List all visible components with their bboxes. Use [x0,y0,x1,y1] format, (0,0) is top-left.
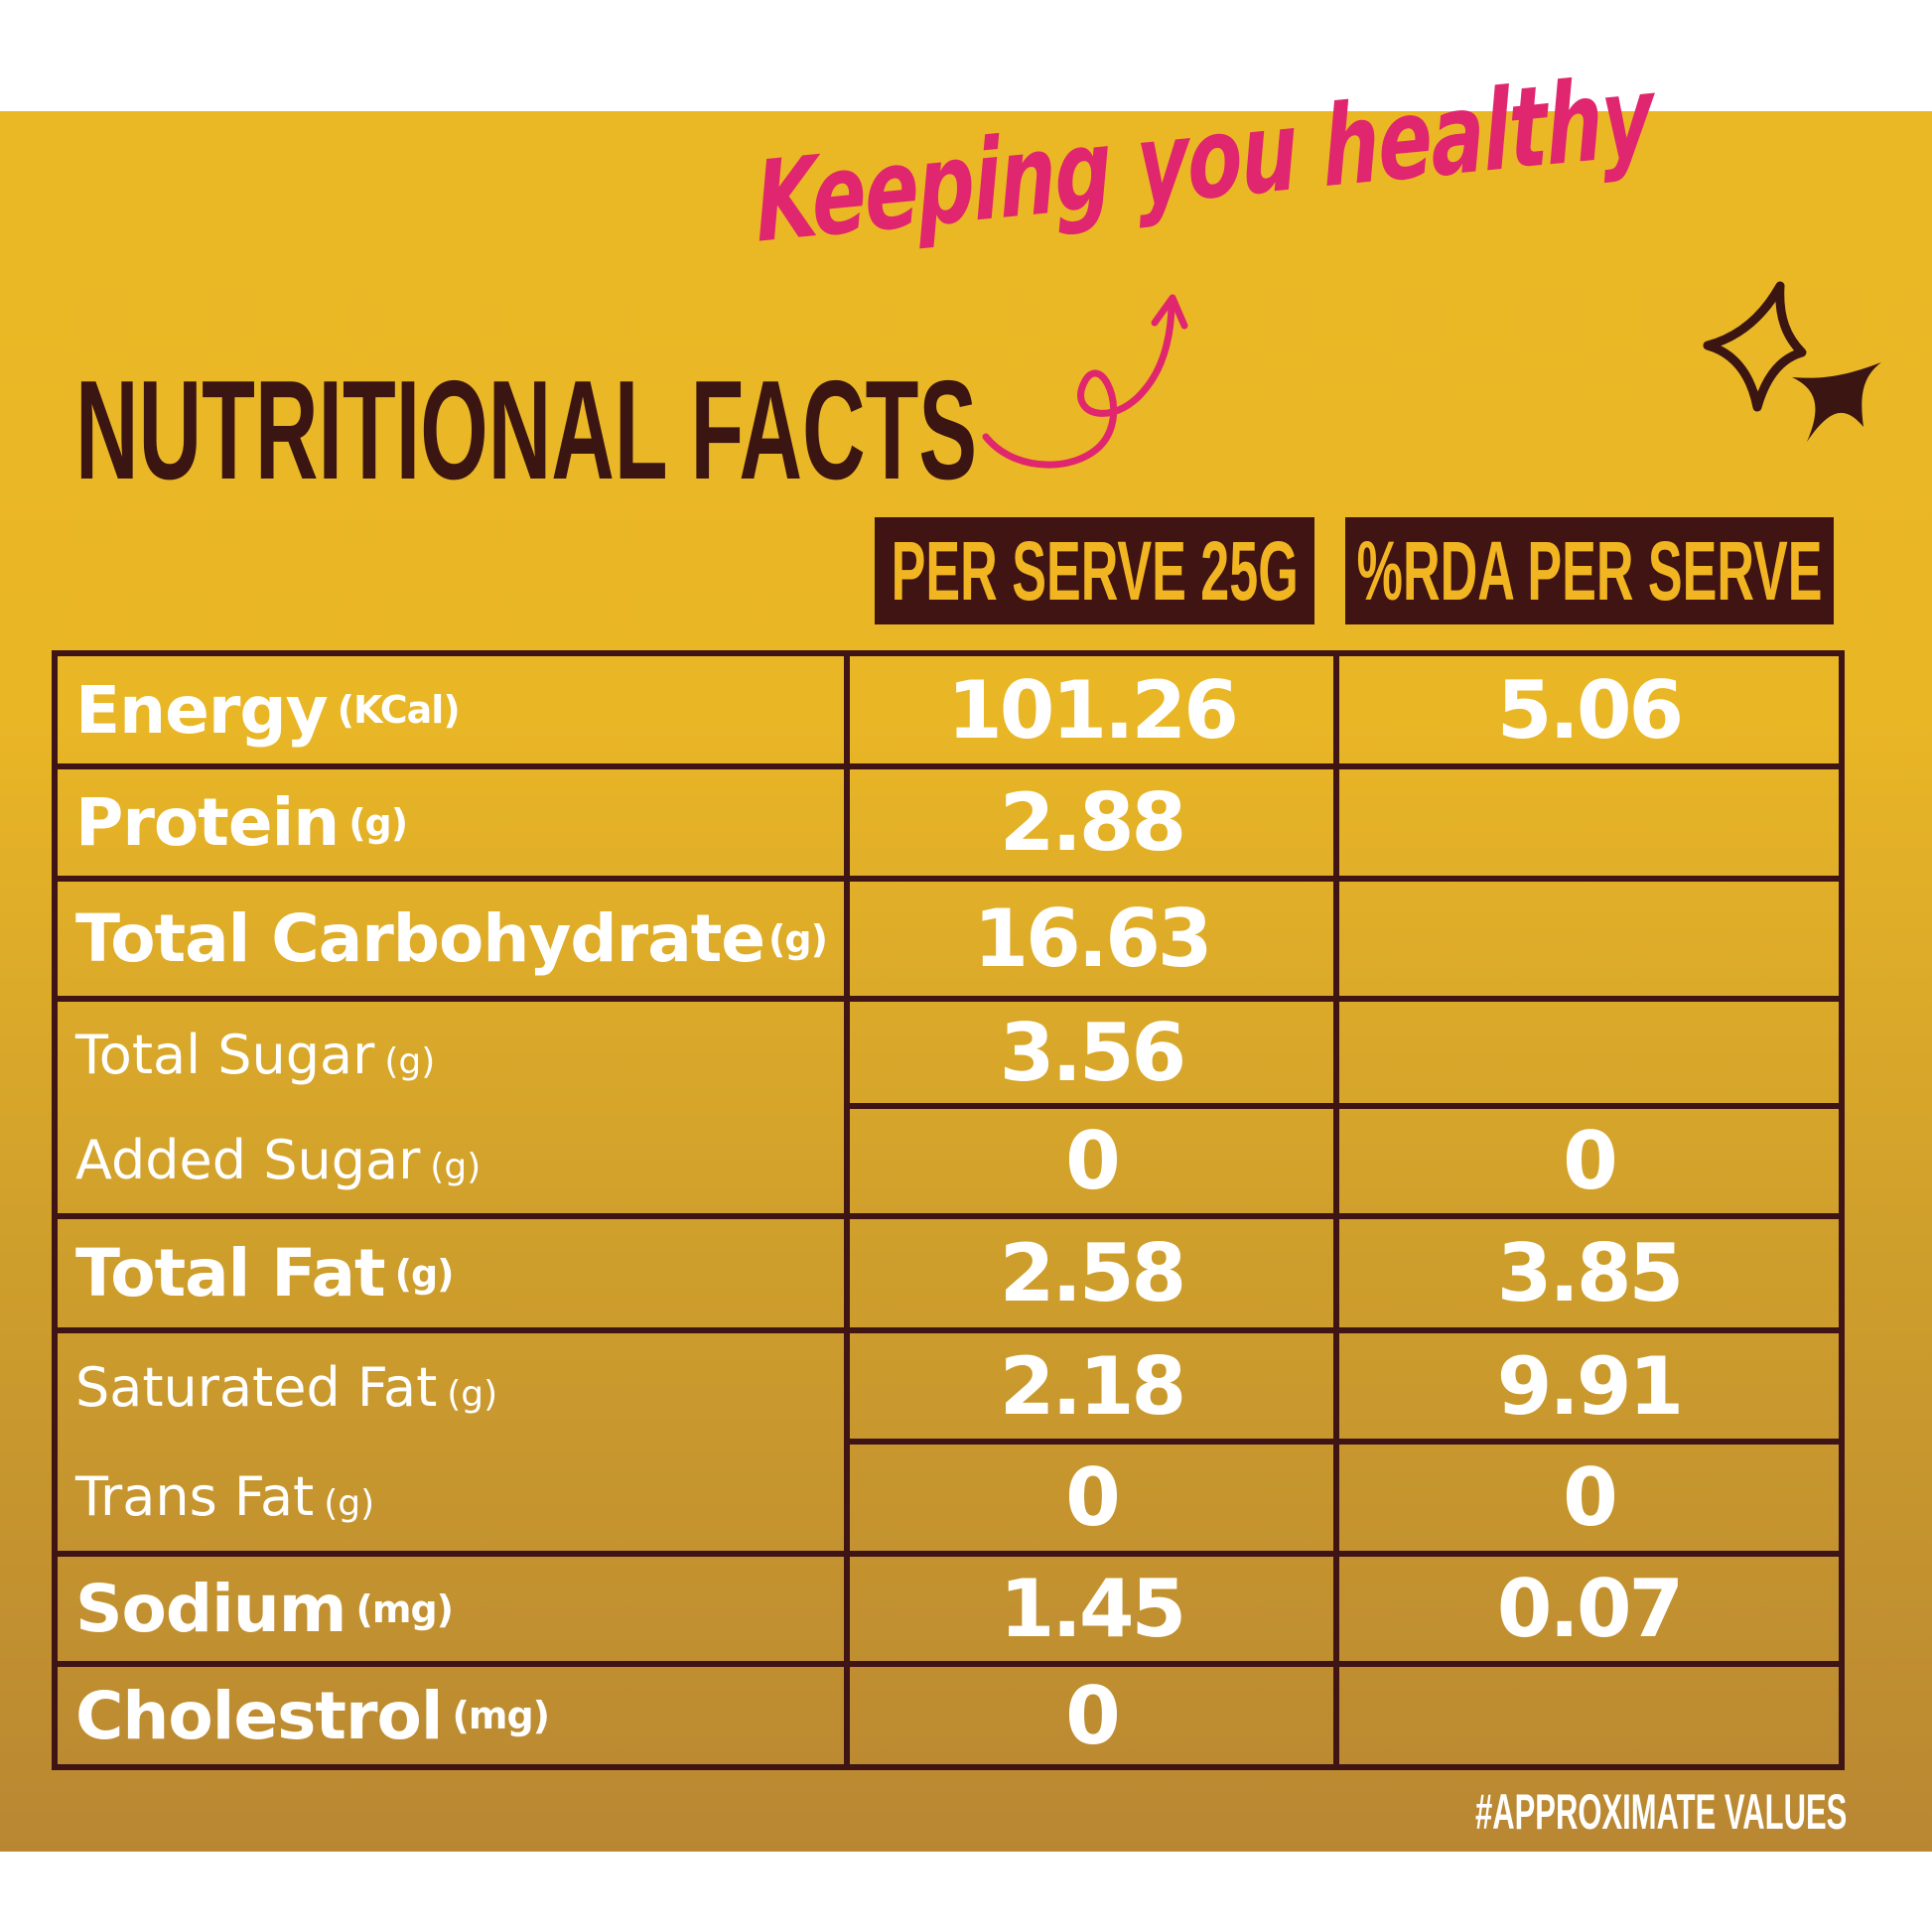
value-protein-rda [1339,769,1839,882]
value-saturated-fat-per-serve: 2.18 [850,1333,1339,1445]
value-energy-per-serve: 101.26 [850,656,1339,769]
page-title: NUTRITIONAL FACTS [75,351,978,509]
row-label-saturated-fat: Saturated Fat (g) [75,1356,498,1420]
value-carbohydrate-rda [1339,882,1839,1002]
row-label-trans-fat: Trans Fat (g) [75,1464,375,1528]
value-trans-fat-rda: 0 [1339,1445,1839,1557]
row-label-protein: Protein (g) [58,769,850,882]
row-label-total-fat: Total Fat (g) [58,1219,850,1333]
header-per-serve-label: PER SERVE 25G [891,523,1299,618]
header-per-serve: PER SERVE 25G [875,517,1314,624]
value-cholesterol-per-serve: 0 [850,1667,1339,1764]
nutrition-panel [0,111,1932,1852]
swirl-arrow-icon [982,294,1188,469]
nutrition-table: Energy (KCal) 101.26 5.06 Protein (g) 2.88… [52,650,1845,1770]
value-total-sugar-rda [1339,1002,1839,1109]
value-protein-per-serve: 2.88 [850,769,1339,882]
header-rda-label: %RDA PER SERVE [1356,523,1823,618]
value-trans-fat-per-serve: 0 [850,1445,1339,1557]
value-total-fat-per-serve: 2.58 [850,1219,1339,1333]
value-energy-rda: 5.06 [1339,656,1839,769]
header-rda: %RDA PER SERVE [1345,517,1834,624]
value-added-sugar-rda: 0 [1339,1109,1839,1219]
row-label-sodium: Sodium (mg) [58,1557,850,1667]
value-cholesterol-rda [1339,1667,1839,1764]
value-total-fat-rda: 3.85 [1339,1219,1839,1333]
row-label-fats: Saturated Fat (g) Trans Fat (g) [58,1333,850,1557]
row-label-sugars: Total Sugar (g) Added Sugar (g) [58,1002,850,1219]
row-label-total-sugar: Total Sugar (g) [75,1023,436,1086]
row-label-energy: Energy (KCal) [58,656,850,769]
footnote: #APPROXIMATE VALUES [1475,1784,1848,1840]
value-carbohydrate-per-serve: 16.63 [850,882,1339,1002]
value-sodium-rda: 0.07 [1339,1557,1839,1667]
value-added-sugar-per-serve: 0 [850,1109,1339,1219]
value-saturated-fat-rda: 9.91 [1339,1333,1839,1445]
value-total-sugar-per-serve: 3.56 [850,1002,1339,1109]
value-sodium-per-serve: 1.45 [850,1557,1339,1667]
row-label-carbohydrate: Total Carbohydrate (g) [58,882,850,1002]
row-label-cholesterol: Cholestrol (mg) [58,1667,850,1764]
sparkle-stars-icon [1703,281,1881,442]
row-label-added-sugar: Added Sugar (g) [75,1129,482,1192]
